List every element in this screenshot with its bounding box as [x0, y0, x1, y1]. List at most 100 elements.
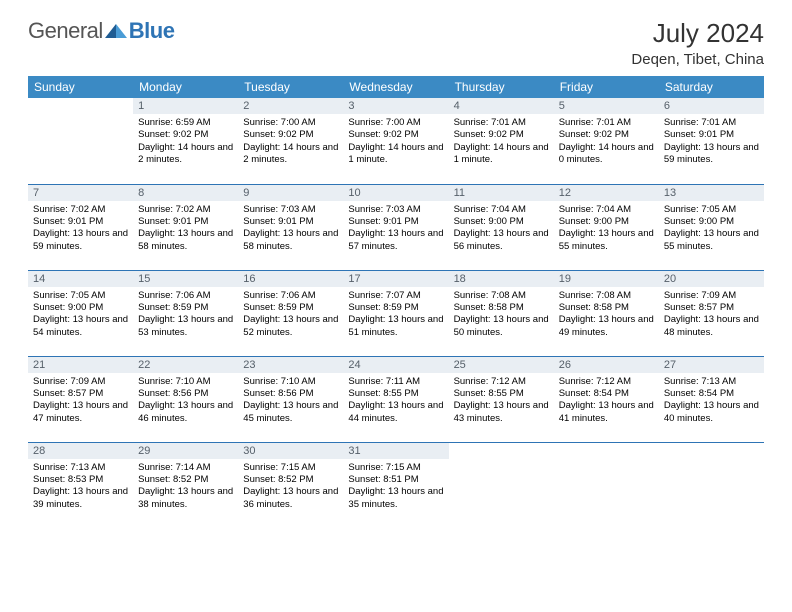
sunrise-label: Sunrise: — [243, 290, 278, 301]
daylight-label: Daylight: — [664, 142, 701, 153]
day-number: 16 — [238, 271, 343, 287]
calendar-day-cell: 1Sunrise: 6:59 AMSunset: 9:02 PMDaylight… — [133, 98, 238, 184]
sunrise-value: 6:59 AM — [176, 117, 211, 128]
sunrise-value: 7:12 AM — [596, 376, 631, 387]
sunset-value: 8:51 PM — [383, 474, 418, 485]
day-number: 12 — [554, 185, 659, 201]
sunset-label: Sunset: — [138, 216, 170, 227]
calendar-day-cell: .. — [28, 98, 133, 184]
sunset-value: 8:57 PM — [699, 302, 734, 313]
day-number: 25 — [449, 357, 554, 373]
sunset-label: Sunset: — [664, 216, 696, 227]
sunrise-label: Sunrise: — [664, 376, 699, 387]
sunset-value: 9:00 PM — [68, 302, 103, 313]
day-number: 28 — [28, 443, 133, 459]
daylight-label: Daylight: — [138, 228, 175, 239]
sunrise-value: 7:10 AM — [176, 376, 211, 387]
calendar-day-cell: 30Sunrise: 7:15 AMSunset: 8:52 PMDayligh… — [238, 442, 343, 528]
sunset-label: Sunset: — [33, 474, 65, 485]
sunrise-label: Sunrise: — [559, 117, 594, 128]
weekday-friday: Friday — [554, 76, 659, 98]
sunset-label: Sunset: — [559, 302, 591, 313]
sunset-label: Sunset: — [138, 388, 170, 399]
logo-text-blue: Blue — [129, 18, 175, 44]
sunrise-label: Sunrise: — [243, 462, 278, 473]
sunset-value: 9:02 PM — [488, 129, 523, 140]
logo: General Blue — [28, 18, 174, 44]
day-details: Sunrise: 7:06 AMSunset: 8:59 PMDaylight:… — [238, 287, 343, 343]
weekday-tuesday: Tuesday — [238, 76, 343, 98]
daylight-label: Daylight: — [559, 228, 596, 239]
daylight-label: Daylight: — [243, 142, 280, 153]
sunrise-label: Sunrise: — [454, 204, 489, 215]
sunset-value: 9:00 PM — [488, 216, 523, 227]
calendar-day-cell: 3Sunrise: 7:00 AMSunset: 9:02 PMDaylight… — [343, 98, 448, 184]
sunrise-value: 7:07 AM — [386, 290, 421, 301]
sunrise-label: Sunrise: — [348, 117, 383, 128]
sunrise-value: 7:15 AM — [281, 462, 316, 473]
sunrise-label: Sunrise: — [138, 290, 173, 301]
day-number: 8 — [133, 185, 238, 201]
sunrise-label: Sunrise: — [454, 117, 489, 128]
sunset-label: Sunset: — [559, 129, 591, 140]
calendar-day-cell: 28Sunrise: 7:13 AMSunset: 8:53 PMDayligh… — [28, 442, 133, 528]
daylight-label: Daylight: — [454, 228, 491, 239]
calendar-week-row: 28Sunrise: 7:13 AMSunset: 8:53 PMDayligh… — [28, 442, 764, 528]
sunrise-value: 7:01 AM — [491, 117, 526, 128]
sunset-value: 8:55 PM — [488, 388, 523, 399]
day-number: 9 — [238, 185, 343, 201]
day-details: Sunrise: 7:01 AMSunset: 9:02 PMDaylight:… — [554, 114, 659, 170]
sunrise-label: Sunrise: — [664, 290, 699, 301]
daylight-label: Daylight: — [348, 486, 385, 497]
sunset-value: 8:54 PM — [699, 388, 734, 399]
daylight-label: Daylight: — [559, 314, 596, 325]
day-number: 4 — [449, 98, 554, 114]
calendar-day-cell: 24Sunrise: 7:11 AMSunset: 8:55 PMDayligh… — [343, 356, 448, 442]
day-number: 19 — [554, 271, 659, 287]
sunrise-label: Sunrise: — [33, 462, 68, 473]
day-number: 23 — [238, 357, 343, 373]
sunrise-value: 7:05 AM — [701, 204, 736, 215]
sunrise-value: 7:01 AM — [701, 117, 736, 128]
day-details: Sunrise: 7:12 AMSunset: 8:55 PMDaylight:… — [449, 373, 554, 429]
sunrise-label: Sunrise: — [33, 204, 68, 215]
sunrise-value: 7:08 AM — [596, 290, 631, 301]
day-details: Sunrise: 7:02 AMSunset: 9:01 PMDaylight:… — [28, 201, 133, 257]
sunset-label: Sunset: — [243, 474, 275, 485]
sunrise-label: Sunrise: — [33, 290, 68, 301]
calendar-day-cell: 31Sunrise: 7:15 AMSunset: 8:51 PMDayligh… — [343, 442, 448, 528]
sunrise-label: Sunrise: — [138, 204, 173, 215]
sunrise-label: Sunrise: — [138, 376, 173, 387]
calendar-week-row: ..1Sunrise: 6:59 AMSunset: 9:02 PMDaylig… — [28, 98, 764, 184]
day-details: Sunrise: 7:05 AMSunset: 9:00 PMDaylight:… — [28, 287, 133, 343]
day-details: Sunrise: 7:00 AMSunset: 9:02 PMDaylight:… — [238, 114, 343, 170]
calendar-table: Sunday Monday Tuesday Wednesday Thursday… — [28, 76, 764, 528]
sunset-label: Sunset: — [454, 129, 486, 140]
sunrise-label: Sunrise: — [454, 376, 489, 387]
sunrise-value: 7:04 AM — [596, 204, 631, 215]
sunrise-value: 7:08 AM — [491, 290, 526, 301]
daylight-label: Daylight: — [243, 486, 280, 497]
calendar-day-cell: 8Sunrise: 7:02 AMSunset: 9:01 PMDaylight… — [133, 184, 238, 270]
sunset-label: Sunset: — [559, 388, 591, 399]
weekday-wednesday: Wednesday — [343, 76, 448, 98]
sunset-value: 9:02 PM — [594, 129, 629, 140]
calendar-day-cell: 21Sunrise: 7:09 AMSunset: 8:57 PMDayligh… — [28, 356, 133, 442]
sunset-label: Sunset: — [348, 474, 380, 485]
sunrise-label: Sunrise: — [348, 204, 383, 215]
day-number: 2 — [238, 98, 343, 114]
day-number: 11 — [449, 185, 554, 201]
sunset-value: 8:57 PM — [68, 388, 103, 399]
calendar-day-cell: 12Sunrise: 7:04 AMSunset: 9:00 PMDayligh… — [554, 184, 659, 270]
sunrise-value: 7:03 AM — [386, 204, 421, 215]
sunset-value: 9:01 PM — [278, 216, 313, 227]
sunset-label: Sunset: — [664, 388, 696, 399]
sunset-label: Sunset: — [33, 216, 65, 227]
sunset-label: Sunset: — [348, 216, 380, 227]
weekday-sunday: Sunday — [28, 76, 133, 98]
sunset-value: 9:01 PM — [173, 216, 208, 227]
sunrise-label: Sunrise: — [33, 376, 68, 387]
day-number: 10 — [343, 185, 448, 201]
day-details: Sunrise: 7:06 AMSunset: 8:59 PMDaylight:… — [133, 287, 238, 343]
calendar-day-cell: 18Sunrise: 7:08 AMSunset: 8:58 PMDayligh… — [449, 270, 554, 356]
